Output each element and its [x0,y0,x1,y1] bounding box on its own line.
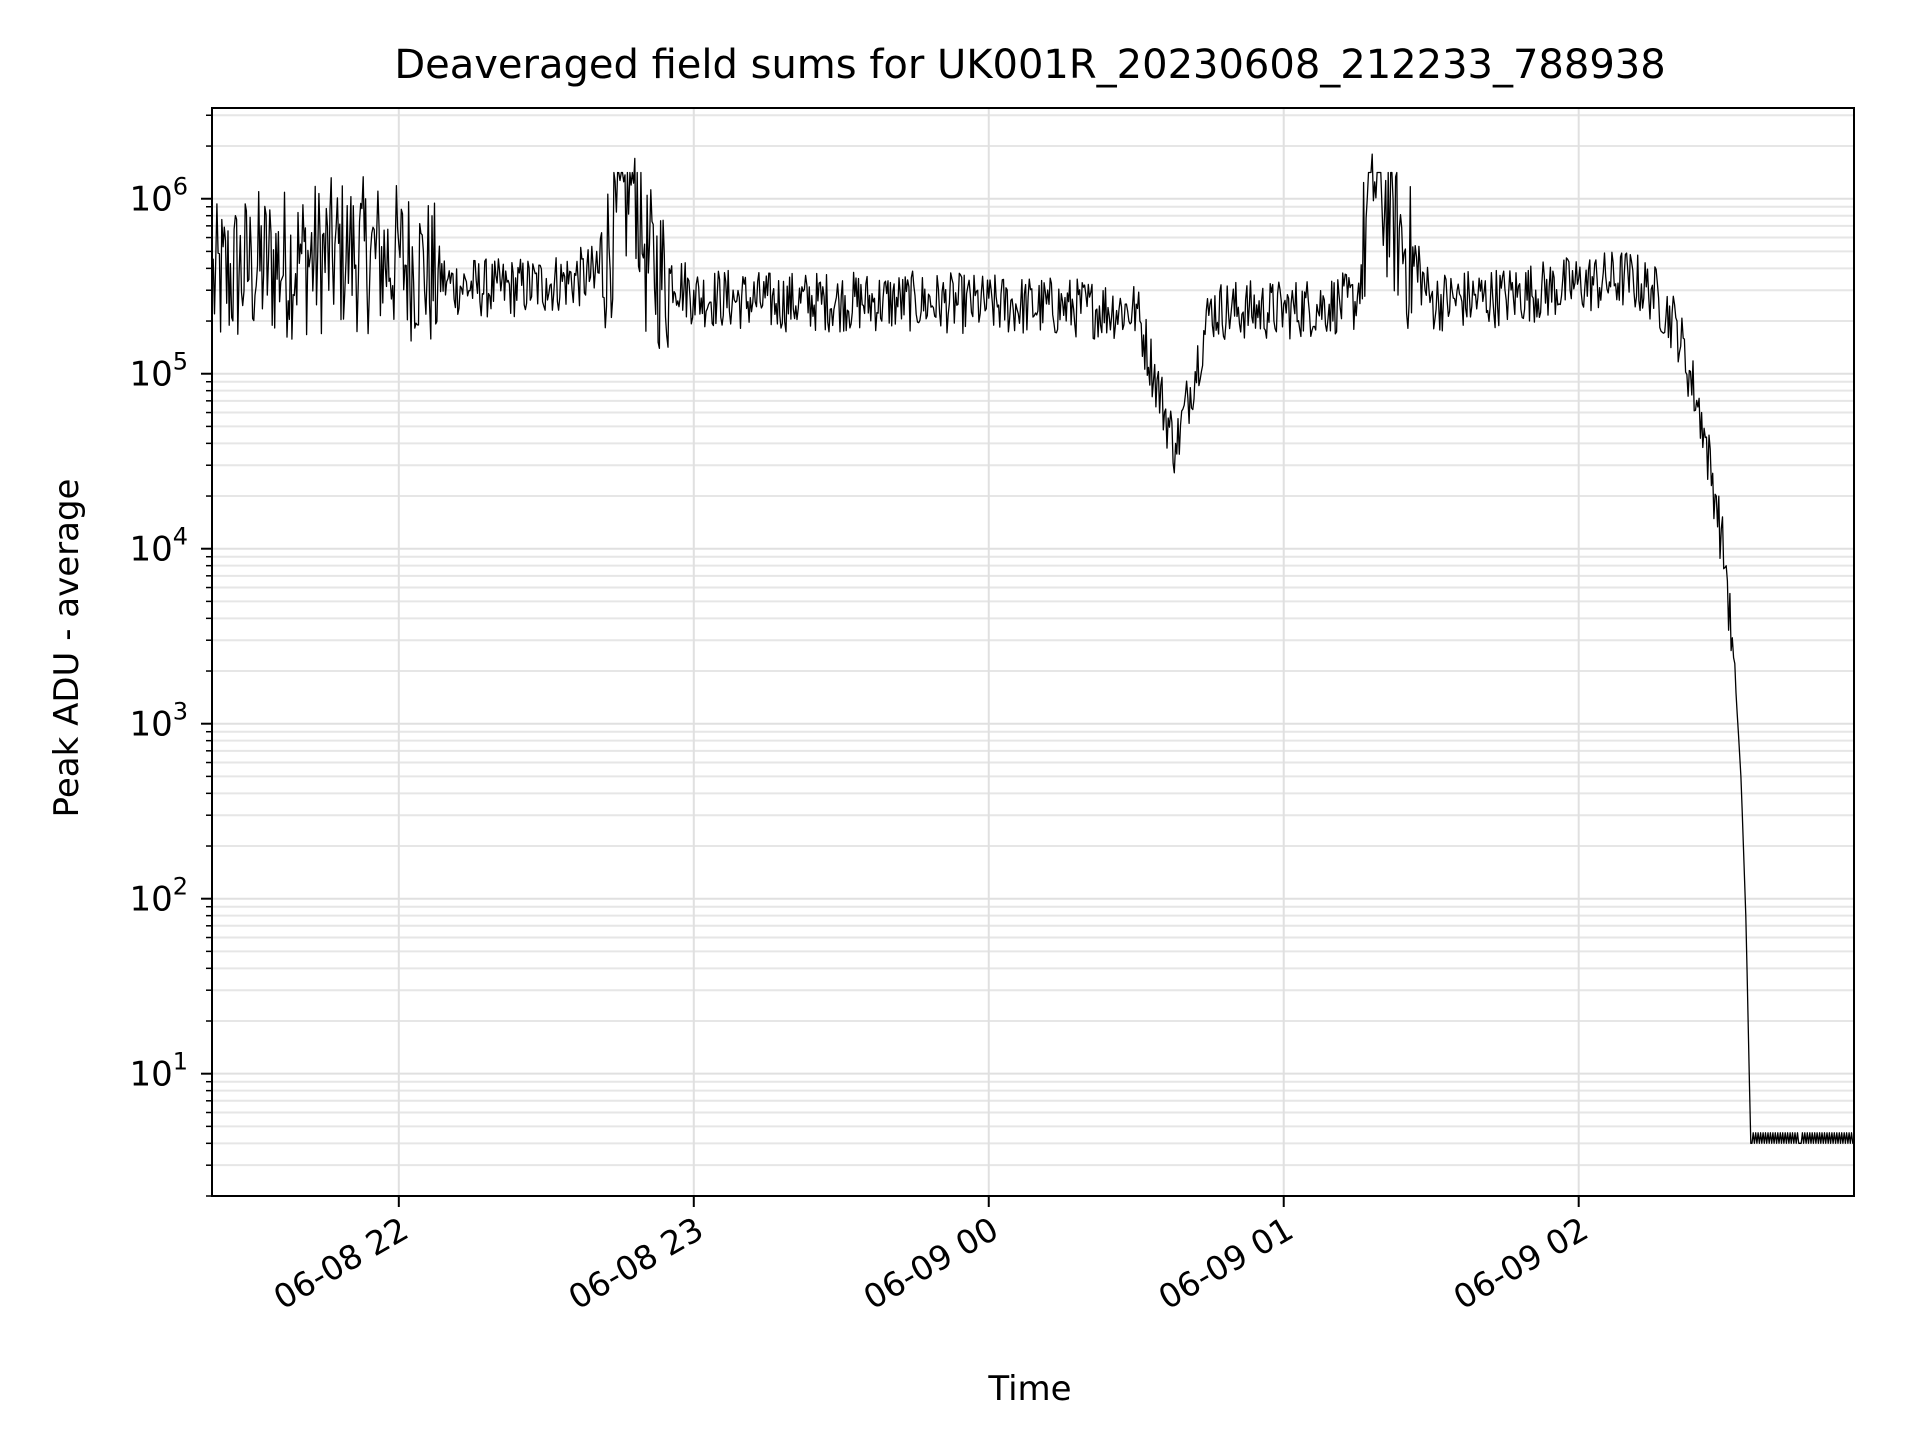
y-tick-label: 104 [129,523,188,570]
y-tick-label: 105 [129,348,188,395]
plot-frame [211,107,1855,1197]
grid [212,108,1854,1197]
data-series-line [211,153,1854,1144]
x-axis-label: Time [987,1369,1071,1409]
chart-title: Deaveraged field sums for UK001R_2023060… [394,42,1665,88]
y-tick-label: 103 [129,698,188,745]
series-layer [211,153,1854,1144]
y-tick-label: 102 [129,873,188,920]
y-tick-label: 106 [129,173,188,220]
y-tick-label: 101 [129,1048,188,1095]
y-axis-label: Peak ADU - average [47,479,87,818]
